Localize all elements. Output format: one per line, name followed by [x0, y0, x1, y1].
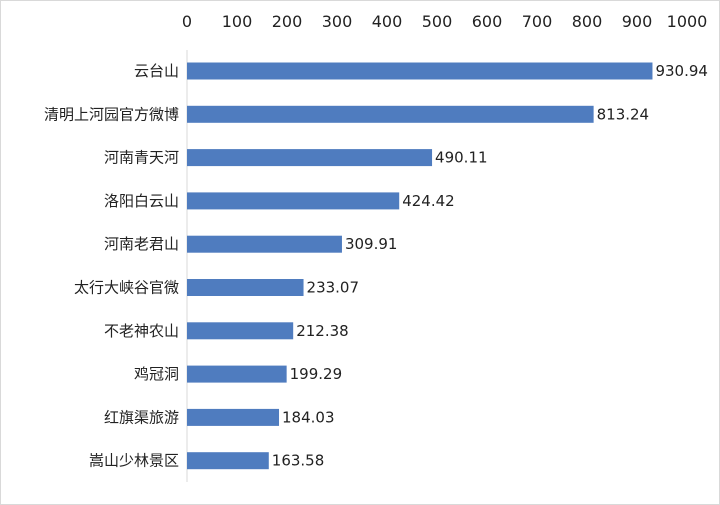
- data-label: 424.42: [402, 192, 455, 210]
- data-label: 309.91: [345, 235, 398, 253]
- bar: [187, 322, 294, 340]
- x-tick-label: 0: [182, 12, 192, 31]
- x-tick-label: 300: [322, 12, 353, 31]
- data-label: 163.58: [272, 452, 325, 470]
- category-label: 鸡冠洞: [134, 365, 179, 383]
- data-label: 233.07: [307, 279, 360, 297]
- x-tick-label: 700: [522, 12, 553, 31]
- bar: [187, 408, 280, 426]
- bar: [187, 279, 304, 296]
- x-tick-label: 1000: [667, 12, 708, 31]
- bar: [187, 105, 594, 123]
- data-label: 184.03: [282, 408, 335, 426]
- category-label: 太行大峡谷官微: [74, 279, 179, 297]
- data-label: 930.94: [655, 62, 708, 80]
- bar: [187, 235, 342, 253]
- bar: [187, 192, 400, 210]
- bar: [187, 62, 653, 80]
- x-tick-label: 500: [422, 12, 453, 31]
- category-label: 清明上河园官方微博: [44, 105, 179, 123]
- category-label: 红旗渠旅游: [104, 408, 179, 426]
- x-tick-label: 100: [222, 12, 253, 31]
- category-label: 嵩山少林景区: [89, 452, 179, 470]
- data-label: 813.24: [597, 105, 650, 123]
- bar: [187, 149, 433, 167]
- data-label: 212.38: [296, 322, 349, 340]
- x-tick-label: 800: [572, 12, 603, 31]
- category-label: 河南老君山: [104, 235, 179, 253]
- category-label: 云台山: [134, 62, 179, 80]
- category-label: 不老神农山: [104, 322, 179, 340]
- data-label: 490.11: [435, 149, 488, 167]
- category-label: 洛阳白云山: [104, 192, 179, 210]
- x-tick-label: 400: [372, 12, 403, 31]
- x-tick-label: 900: [622, 12, 653, 31]
- bar: [187, 365, 287, 383]
- bar: [187, 452, 269, 470]
- category-label: 河南青天河: [104, 149, 179, 167]
- x-tick-label: 600: [472, 12, 503, 31]
- x-tick-label: 200: [272, 12, 303, 31]
- data-label: 199.29: [290, 365, 343, 383]
